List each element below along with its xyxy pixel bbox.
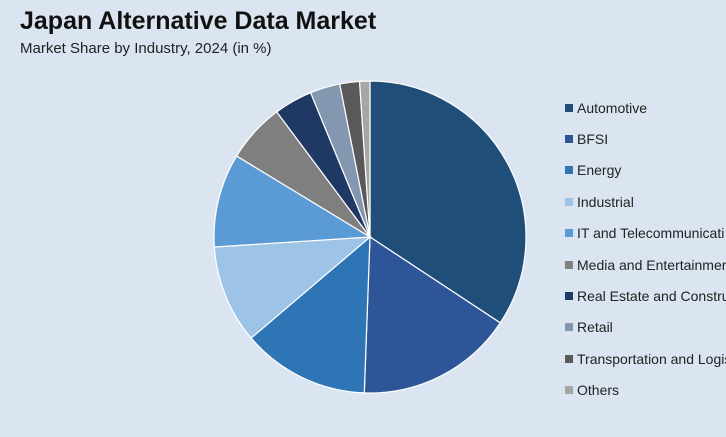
legend-label: Others [577, 382, 620, 399]
legend-label: Industrial [577, 193, 634, 210]
legend-swatch [565, 135, 573, 144]
legend-swatch [565, 229, 573, 238]
legend-item: Real Estate and Constru [565, 280, 726, 311]
chart-legend: Automotive BFSI Energy Industrial IT and Tel… [565, 92, 726, 406]
legend-item: IT and Telecommunicati [565, 218, 726, 249]
legend-label: BFSI [577, 131, 609, 148]
pie-slice-bfsi [363, 235, 502, 394]
legend-swatch [565, 292, 573, 301]
legend-swatch [565, 166, 573, 175]
legend-label: Media and Entertainmer [577, 256, 726, 273]
legend-item: BFSI [565, 123, 726, 154]
legend-item: Others [565, 375, 726, 406]
legend-swatch [565, 386, 573, 395]
pie-slice-industrial [213, 236, 372, 339]
legend-swatch [565, 260, 573, 269]
pie-slice-energy [250, 235, 371, 394]
legend-swatch [565, 323, 573, 332]
legend-label: Retail [577, 319, 613, 336]
legend-label: Transportation and Logis [577, 350, 726, 367]
legend-label: Real Estate and Constru [577, 288, 726, 305]
legend-item: Retail [565, 312, 726, 343]
legend-item: Transportation and Logis [565, 343, 726, 374]
legend-swatch [565, 103, 573, 112]
legend-item: Industrial [565, 186, 726, 217]
legend-label: Automotive [577, 99, 648, 116]
legend-item: Energy [565, 155, 726, 186]
legend-swatch [565, 197, 573, 206]
legend-item: Automotive [565, 92, 726, 123]
chart-title: Japan Alternative Data Market [20, 7, 377, 35]
chart-subtitle: Market Share by Industry, 2024 (in %) [20, 40, 272, 57]
legend-label: Energy [577, 162, 622, 179]
pie-slice-it-and-telecommunications [213, 155, 372, 248]
pie-slice-others [358, 80, 371, 238]
legend-swatch [565, 354, 573, 363]
legend-item: Media and Entertainmer [565, 249, 726, 280]
legend-label: IT and Telecommunicati [577, 225, 725, 242]
